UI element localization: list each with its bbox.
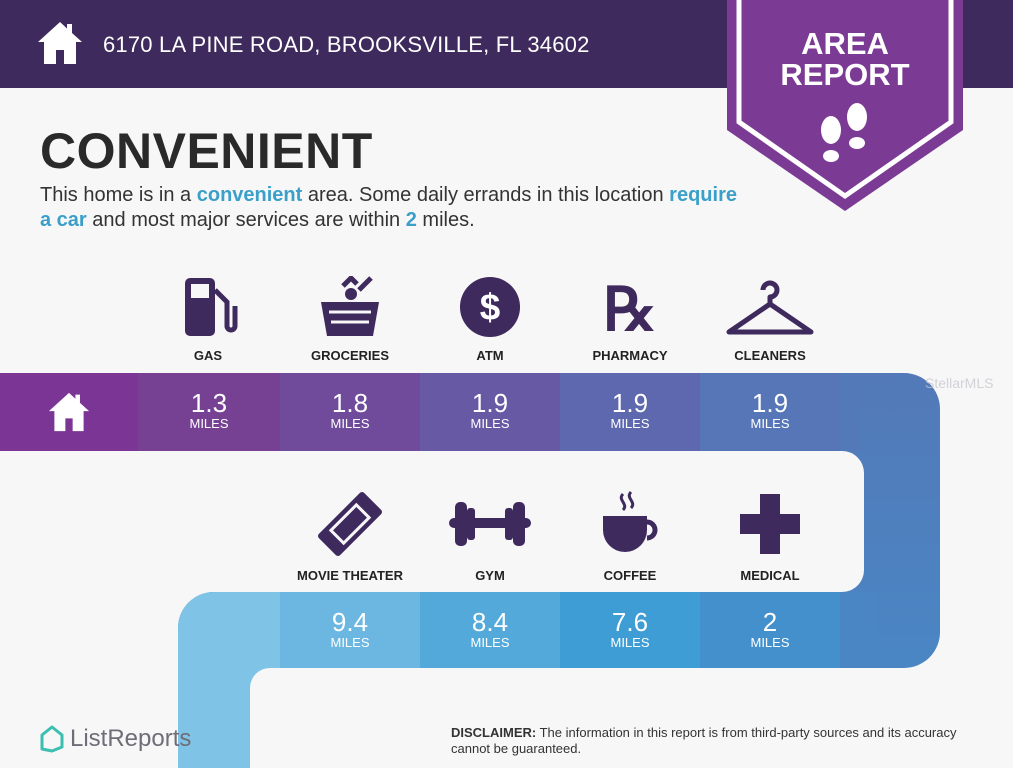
distance-cell-groceries: 1.8 MILES	[280, 373, 420, 451]
property-address: 6170 LA PINE ROAD, BROOKSVILLE, FL 34602	[103, 32, 590, 57]
distance-cell-cleaners: 1.9 MILES	[700, 373, 840, 451]
svg-text:$: $	[480, 287, 500, 328]
distance-cell-atm: 1.9 MILES	[420, 373, 560, 451]
distance-cell-movie-theater: 9.4 MILES	[280, 592, 420, 668]
watermark: StellarMLS	[925, 375, 994, 391]
distance-cell-coffee: 7.6 MILES	[560, 592, 700, 668]
amenity-groceries: GROCERIES	[280, 276, 420, 363]
amenity-atm: $ ATM	[420, 276, 560, 363]
badge-title: AREA REPORT	[780, 26, 910, 92]
path-inner-corner-mask	[250, 668, 290, 708]
ticket-icon	[318, 492, 382, 556]
distance-cell-gas: 1.3 MILES	[138, 373, 280, 451]
amenity-gas: GAS	[138, 276, 278, 363]
gas-pump-icon	[185, 278, 238, 336]
path-inner-white	[800, 451, 864, 592]
dumbbell-icon	[449, 502, 531, 546]
area-report-badge	[727, 0, 963, 211]
svg-text:℞: ℞	[603, 277, 657, 338]
coffee-icon	[603, 490, 658, 552]
amenity-gym: GYM	[420, 490, 560, 583]
dollar-icon: $	[459, 276, 521, 338]
listreports-logo: ListReports	[40, 725, 191, 753]
amenity-coffee: COFFEE	[560, 490, 700, 583]
amenity-pharmacy: ℞ PHARMACY	[592, 277, 668, 363]
distance-cell-pharmacy: 1.9 MILES	[560, 373, 700, 451]
page-title: CONVENIENT	[40, 123, 373, 179]
footprints-icon	[821, 103, 867, 162]
house-icon	[48, 392, 90, 432]
amenity-cleaners: CLEANERS	[700, 276, 840, 363]
house-icon	[38, 22, 82, 64]
path-row2-start	[178, 592, 280, 668]
rx-icon: ℞	[603, 277, 657, 338]
medical-cross-icon	[740, 494, 800, 554]
distance-cell-medical: 2 MILES	[700, 592, 840, 668]
hanger-icon	[726, 280, 814, 335]
grocery-basket-icon	[321, 276, 379, 336]
amenity-medical: MEDICAL	[700, 490, 840, 583]
disclaimer: DISCLAIMER: The information in this repo…	[451, 725, 957, 756]
listreports-logo-icon	[40, 725, 64, 753]
description: This home is in a convenient area. Some …	[40, 184, 737, 231]
amenity-movie-theater: MOVIE THEATER	[280, 490, 420, 583]
home-cell	[0, 373, 138, 451]
distance-cell-gym: 8.4 MILES	[420, 592, 560, 668]
